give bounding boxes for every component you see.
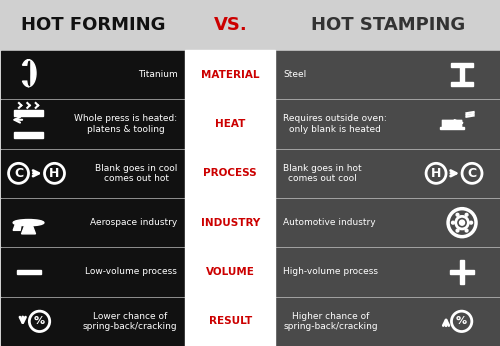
Text: MATERIAL: MATERIAL [201,70,260,80]
Bar [276,199,500,246]
Text: HOT FORMING: HOT FORMING [20,16,165,34]
Bar [186,149,276,198]
Bar [450,270,474,274]
Circle shape [456,213,459,216]
Circle shape [456,229,459,232]
Circle shape [460,220,464,225]
Text: PROCESS: PROCESS [204,169,257,178]
Bar [0,100,186,148]
Text: HOT STAMPING: HOT STAMPING [310,16,465,34]
Circle shape [452,221,454,224]
Text: %: % [34,316,45,326]
Text: C: C [14,167,23,180]
Text: INDUSTRY: INDUSTRY [200,218,260,228]
Bar [186,297,276,346]
Bar [16,270,40,274]
Text: Low-volume process: Low-volume process [86,267,178,276]
Bar [460,67,464,82]
Bar [0,199,186,246]
Text: RESULT: RESULT [208,316,252,326]
Text: %: % [456,316,467,326]
Text: Steel: Steel [283,70,306,79]
Text: C: C [468,167,476,180]
FancyBboxPatch shape [442,120,462,128]
Bar [276,298,500,345]
Text: High-volume process: High-volume process [283,267,378,276]
Bar [0,248,186,296]
Polygon shape [22,223,36,234]
Bar [0,298,186,345]
Text: Requires outside oven:
only blank is heated: Requires outside oven: only blank is hea… [283,114,387,134]
Bar [276,51,500,98]
Bar [276,248,500,296]
Bar [186,247,276,297]
Bar [14,110,43,116]
Bar [0,150,186,197]
Text: HEAT: HEAT [215,119,246,129]
Text: Automotive industry: Automotive industry [283,218,376,227]
Circle shape [465,213,468,216]
Bar [186,50,276,99]
Text: Aerospace industry: Aerospace industry [90,218,178,227]
Bar [460,260,464,284]
Bar [0,51,186,98]
Text: VS.: VS. [214,16,247,34]
Text: Lower chance of
spring-back/cracking: Lower chance of spring-back/cracking [82,312,178,331]
Text: Blank goes in hot
comes out cool: Blank goes in hot comes out cool [283,164,362,183]
Bar [440,127,464,129]
Bar [14,133,43,138]
Bar [276,100,500,148]
Bar [451,63,473,67]
Text: H: H [50,167,59,180]
Circle shape [465,229,468,232]
Text: VOLUME: VOLUME [206,267,254,277]
Text: Higher chance of
spring-back/cracking: Higher chance of spring-back/cracking [283,312,378,331]
Text: Blank goes in cool
comes out hot: Blank goes in cool comes out hot [95,164,178,183]
Polygon shape [13,223,22,230]
Text: Whole press is heated:
platens & tooling: Whole press is heated: platens & tooling [74,114,178,134]
Text: H: H [431,167,442,180]
Bar [451,82,473,86]
Bar [186,99,276,149]
Bar [186,198,276,247]
Polygon shape [22,60,36,86]
Circle shape [470,221,472,224]
Text: Titanium: Titanium [138,70,177,79]
Bar [0,0,500,50]
Bar [276,150,500,197]
Ellipse shape [13,219,44,226]
